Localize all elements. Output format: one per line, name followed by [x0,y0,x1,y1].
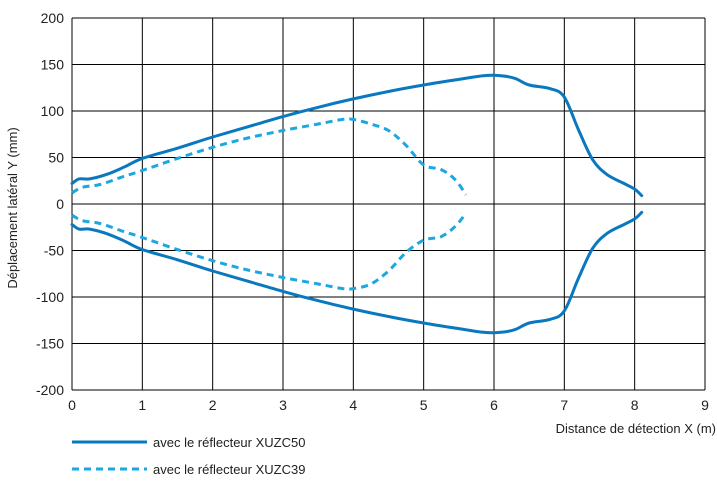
y-tick-label: -100 [36,289,64,305]
x-tick-label: 7 [560,397,568,413]
y-tick-label: 0 [56,196,64,212]
y-tick-label: 50 [48,150,64,166]
legend-label-xuzc50: avec le réflecteur XUZC50 [153,435,305,450]
x-tick-label: 6 [490,397,498,413]
x-tick-label: 3 [279,397,287,413]
series-layer [70,73,644,335]
y-tick-label: 100 [41,103,65,119]
series-xuzc50-lower-line [70,210,644,335]
y-tick-label: -50 [44,243,64,259]
x-tick-label: 5 [420,397,428,413]
y-tick-label: -200 [36,382,64,398]
y-axis-title: Déplacement latéral Y (mm) [5,127,20,288]
x-axis-title: Distance de détection X (m) [556,421,716,436]
y-tick-label: 200 [41,10,65,26]
x-tick-label: 4 [349,397,357,413]
y-tick-label: -150 [36,336,64,352]
y-tick-label: 150 [41,57,65,73]
series-xuzc39-upper-line [71,117,468,196]
x-tick-label: 9 [701,397,709,413]
legend-label-xuzc39: avec le réflecteur XUZC39 [153,462,305,477]
series-xuzc50-upper-line [70,73,644,198]
x-tick-label: 1 [138,397,146,413]
x-tick-label: 8 [631,397,639,413]
tick-labels: 0 1 2 3 4 5 6 7 8 9 200 150 100 50 0 -50 -100 -150 -200 [36,10,709,413]
grid [71,17,706,391]
x-tick-label: 0 [68,397,76,413]
series-xuzc39-lower-line [71,212,468,291]
x-tick-label: 2 [209,397,217,413]
legend: avec le réflecteur XUZC50 avec le réflec… [72,435,305,477]
